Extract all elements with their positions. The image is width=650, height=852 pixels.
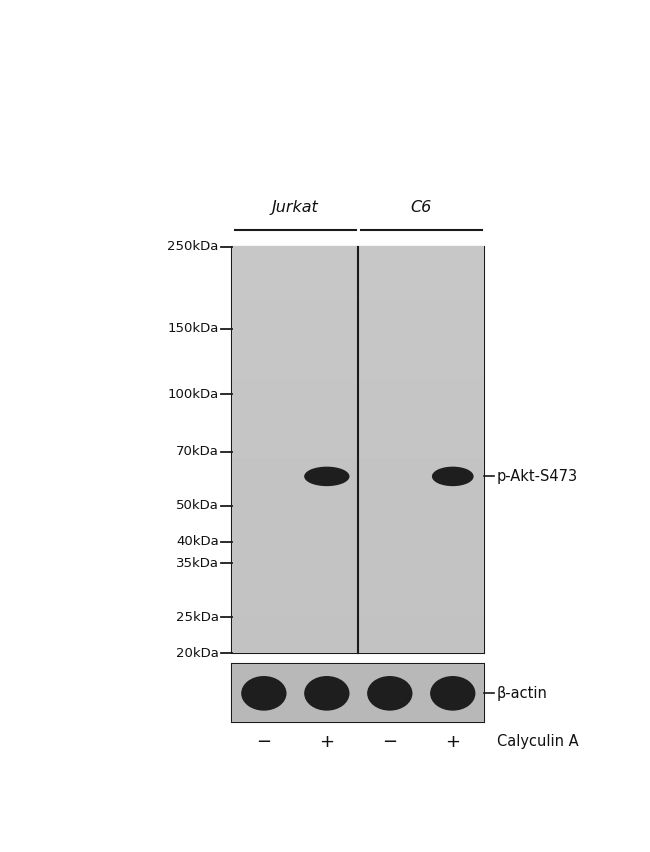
Ellipse shape	[433, 468, 473, 485]
Ellipse shape	[306, 468, 348, 485]
Ellipse shape	[369, 677, 411, 709]
Ellipse shape	[248, 687, 280, 700]
Ellipse shape	[315, 475, 339, 477]
Ellipse shape	[242, 677, 285, 709]
Ellipse shape	[375, 688, 404, 699]
Ellipse shape	[312, 688, 341, 699]
Ellipse shape	[250, 690, 278, 697]
Ellipse shape	[438, 688, 467, 699]
Ellipse shape	[309, 683, 345, 704]
Ellipse shape	[311, 687, 343, 700]
Ellipse shape	[367, 676, 413, 711]
Ellipse shape	[311, 473, 343, 481]
Text: −: −	[382, 733, 397, 751]
Text: 250kDa: 250kDa	[168, 240, 219, 253]
Text: +: +	[445, 733, 460, 751]
Ellipse shape	[437, 471, 469, 481]
Ellipse shape	[310, 471, 344, 481]
Ellipse shape	[439, 474, 466, 480]
Ellipse shape	[246, 683, 282, 704]
Text: 100kDa: 100kDa	[168, 388, 219, 400]
Ellipse shape	[437, 687, 469, 700]
Ellipse shape	[439, 690, 466, 697]
Ellipse shape	[434, 682, 472, 705]
Ellipse shape	[304, 676, 350, 711]
Ellipse shape	[304, 467, 350, 486]
Ellipse shape	[306, 469, 347, 484]
Ellipse shape	[244, 680, 284, 707]
Text: β-actin: β-actin	[497, 686, 548, 701]
Text: 70kDa: 70kDa	[176, 445, 219, 458]
Ellipse shape	[307, 682, 346, 705]
Ellipse shape	[436, 470, 469, 482]
Ellipse shape	[249, 688, 279, 699]
Ellipse shape	[432, 467, 474, 486]
Text: p-Akt-S473: p-Akt-S473	[497, 469, 578, 484]
Ellipse shape	[313, 690, 341, 697]
Ellipse shape	[306, 680, 347, 707]
Ellipse shape	[440, 475, 465, 478]
Text: 150kDa: 150kDa	[168, 322, 219, 336]
Text: −: −	[256, 733, 272, 751]
Ellipse shape	[374, 687, 406, 700]
Ellipse shape	[369, 680, 410, 707]
Text: 20kDa: 20kDa	[176, 647, 219, 659]
Ellipse shape	[312, 474, 341, 480]
Ellipse shape	[252, 692, 276, 695]
Ellipse shape	[373, 685, 407, 702]
Ellipse shape	[436, 685, 470, 702]
Ellipse shape	[372, 683, 408, 704]
Ellipse shape	[435, 683, 471, 704]
Ellipse shape	[244, 682, 283, 705]
Text: Jurkat: Jurkat	[272, 200, 318, 215]
Text: 50kDa: 50kDa	[176, 499, 219, 512]
Ellipse shape	[306, 677, 348, 709]
Ellipse shape	[430, 676, 475, 711]
Text: C6: C6	[411, 200, 432, 215]
Ellipse shape	[307, 469, 346, 483]
Ellipse shape	[247, 685, 281, 702]
Text: Calyculin A: Calyculin A	[497, 734, 578, 750]
Ellipse shape	[441, 475, 464, 477]
Text: 40kDa: 40kDa	[176, 535, 219, 548]
Ellipse shape	[432, 680, 473, 707]
Ellipse shape	[310, 685, 344, 702]
Text: +: +	[319, 733, 334, 751]
Text: 25kDa: 25kDa	[176, 611, 219, 624]
Ellipse shape	[370, 682, 409, 705]
Ellipse shape	[434, 469, 471, 484]
Ellipse shape	[431, 677, 474, 709]
Ellipse shape	[435, 469, 471, 483]
Ellipse shape	[438, 473, 467, 481]
Ellipse shape	[440, 692, 465, 695]
Text: 35kDa: 35kDa	[176, 556, 219, 570]
Ellipse shape	[315, 692, 339, 695]
Bar	[233, 665, 484, 722]
Ellipse shape	[309, 470, 345, 482]
Ellipse shape	[313, 475, 341, 478]
Bar	[233, 246, 484, 653]
Ellipse shape	[378, 692, 402, 695]
Ellipse shape	[376, 690, 404, 697]
Ellipse shape	[241, 676, 287, 711]
